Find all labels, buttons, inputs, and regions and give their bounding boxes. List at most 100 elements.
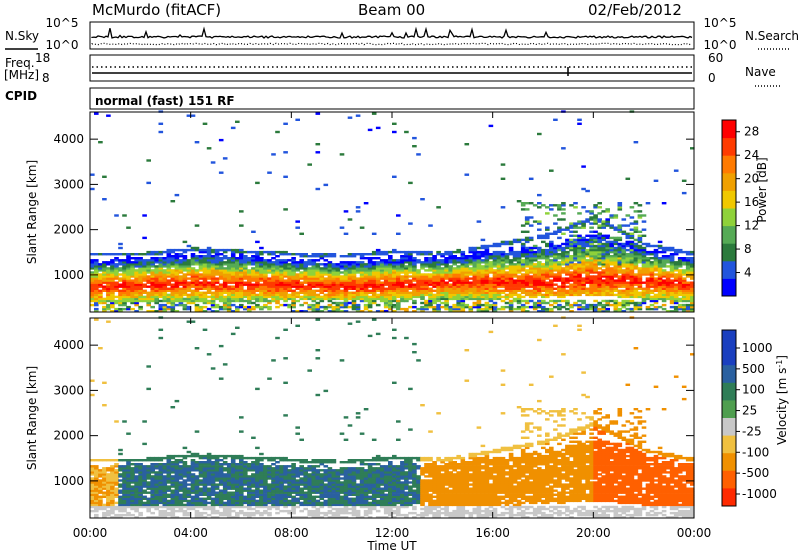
heatmap-cell: [408, 295, 413, 299]
heatmap-cell: [549, 232, 554, 235]
heatmap-cell: [102, 491, 107, 494]
heatmap-cell: [114, 487, 119, 490]
heatmap-cell: [367, 128, 373, 132]
heatmap-cell: [649, 271, 655, 274]
heatmap-cell: [279, 271, 284, 274]
heatmap-cell: [428, 257, 433, 260]
heatmap-cell: [98, 301, 103, 305]
heatmap-cell: [625, 273, 631, 276]
heatmap-cell: [162, 481, 168, 484]
heatmap-cell: [118, 283, 123, 286]
heatmap-cell: [363, 295, 369, 299]
heatmap-cell: [154, 267, 159, 270]
heatmap-cell: [335, 281, 341, 284]
heatmap-cell: [255, 261, 260, 264]
heatmap-cell: [182, 497, 188, 500]
heatmap-cell: [186, 469, 192, 472]
heatmap-cell: [218, 289, 224, 292]
heatmap-cell: [170, 291, 176, 294]
heatmap-cell: [154, 489, 159, 492]
heatmap-cell: [323, 269, 329, 272]
heatmap-cell: [194, 485, 200, 488]
heatmap-cell: [685, 265, 691, 268]
heatmap-cell: [408, 271, 413, 274]
heatmap-cell: [279, 293, 284, 297]
heatmap-cell: [210, 477, 216, 480]
heatmap-cell: [424, 277, 429, 280]
heatmap-cell: [230, 275, 236, 278]
heatmap-cell: [412, 283, 417, 286]
heatmap-cell: [162, 463, 168, 466]
heatmap-cell: [496, 281, 502, 284]
heatmap-cell: [673, 305, 679, 309]
heatmap-cell: [661, 255, 667, 258]
heatmap-cell: [126, 257, 131, 260]
heatmap-cell: [460, 257, 466, 260]
heatmap-cell: [158, 511, 164, 515]
heatmap-cell: [589, 269, 594, 272]
heatmap-cell: [621, 244, 627, 248]
heatmap-cell: [182, 511, 188, 515]
heatmap-cell: [673, 269, 679, 272]
heatmap-cell: [339, 301, 345, 305]
heatmap-cell: [452, 287, 457, 290]
heatmap-cell: [375, 289, 381, 292]
heatmap-cell: [114, 479, 119, 482]
heatmap-cell: [492, 250, 498, 254]
heatmap-cell: [150, 501, 155, 505]
heatmap-cell: [629, 295, 635, 299]
heatmap-cell: [210, 471, 216, 474]
heatmap-cell: [146, 505, 151, 509]
heatmap-cell: [343, 279, 349, 282]
heatmap-cell: [186, 493, 192, 496]
heatmap-cell: [275, 297, 280, 301]
heatmap-cell: [158, 273, 164, 276]
heatmap-cell: [617, 230, 623, 233]
heatmap-cell: [653, 285, 659, 288]
heatmap-cell: [685, 305, 691, 309]
heatmap-cell: [351, 305, 357, 309]
heatmap-cell: [601, 210, 606, 213]
heatmap-cell: [154, 257, 159, 260]
heatmap-cell: [339, 303, 345, 307]
heatmap-cell: [653, 279, 659, 282]
heatmap-cell: [637, 216, 643, 219]
heatmap-cell: [488, 271, 494, 274]
heatmap-cell: [206, 250, 212, 254]
heatmap-cell: [629, 244, 635, 248]
heatmap-cell: [492, 277, 498, 280]
heatmap-cell: [484, 287, 490, 290]
heatmap-cell: [271, 271, 276, 274]
heatmap-cell: [669, 269, 675, 272]
heatmap-cell: [186, 259, 192, 262]
heatmap-cell: [400, 257, 405, 260]
heatmap-cell: [230, 303, 236, 307]
heatmap-cell: [202, 328, 208, 331]
heatmap-cell: [371, 279, 377, 282]
heatmap-cell: [537, 132, 542, 136]
heatmap-cell: [537, 281, 542, 284]
heatmap-cell: [182, 297, 188, 301]
heatmap-cell: [412, 269, 417, 272]
heatmap-cell: [424, 301, 429, 305]
heatmap-cell: [460, 271, 466, 274]
heatmap-cell: [605, 244, 610, 248]
heatmap-cell: [690, 283, 695, 286]
heatmap-cell: [291, 265, 296, 268]
heatmap-cell: [235, 297, 240, 301]
heatmap-cell: [645, 291, 651, 294]
heatmap-cell: [174, 489, 180, 492]
heatmap-cell: [500, 271, 506, 274]
heatmap-cell: [601, 275, 606, 278]
heatmap-cell: [464, 293, 470, 297]
heatmap-cell: [585, 244, 590, 248]
heatmap-cell: [375, 248, 381, 252]
heatmap-cell: [114, 310, 119, 313]
heatmap-cell: [347, 273, 353, 276]
heatmap-cell: [537, 283, 542, 286]
heatmap-cell: [206, 465, 212, 468]
heatmap-cell: [307, 303, 312, 307]
heatmap-cell: [299, 271, 304, 274]
heatmap-cell: [170, 257, 176, 260]
heatmap-cell: [182, 277, 188, 280]
